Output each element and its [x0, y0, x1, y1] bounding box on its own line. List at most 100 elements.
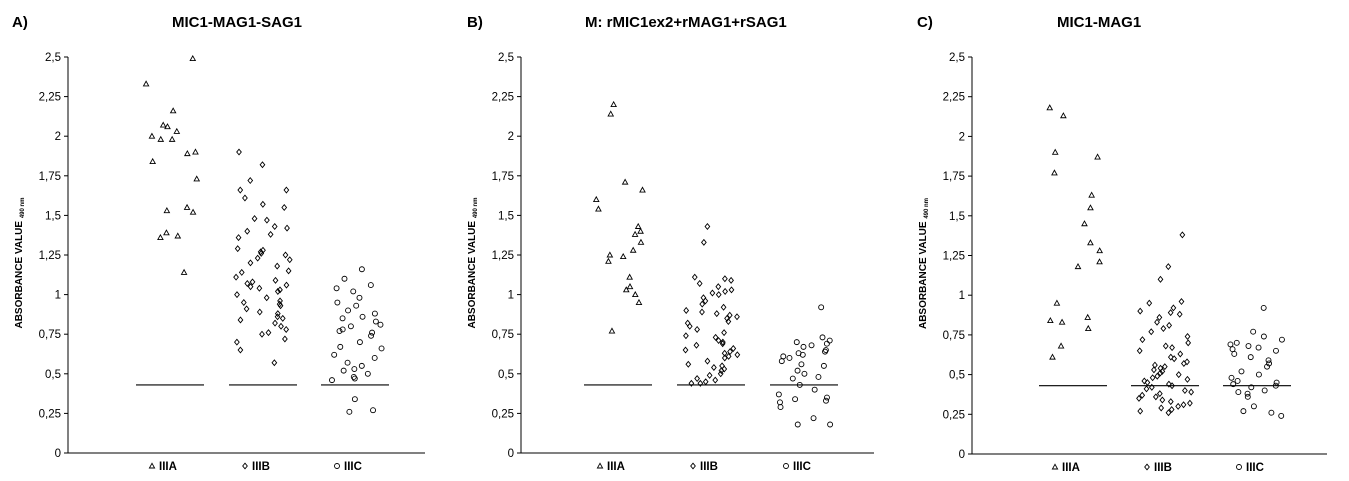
data-point-iiib	[234, 338, 240, 346]
data-point-iiib	[237, 186, 244, 194]
data-point-iiia	[163, 229, 170, 236]
data-point-iiib	[683, 332, 689, 340]
data-point-iiia	[635, 298, 643, 305]
y-tick-label: 0,25	[492, 408, 514, 420]
data-point-iiic	[1244, 393, 1251, 400]
legend-label-iiia: IIIA	[1062, 462, 1080, 474]
data-point-iiic	[1229, 346, 1236, 353]
data-point-iiic	[350, 288, 357, 295]
legend-marker-iiia	[1051, 463, 1059, 470]
data-point-iiib	[1148, 383, 1155, 391]
data-point-iiib	[1185, 339, 1192, 347]
data-point-iiia	[639, 186, 646, 193]
y-tick-label: 2,25	[39, 92, 61, 104]
data-point-iiib	[283, 325, 290, 333]
y-tick-label: 0,75	[492, 329, 514, 341]
data-point-iiic	[371, 310, 378, 317]
data-point-iiib	[254, 254, 261, 262]
data-point-iiia	[626, 283, 634, 290]
data-point-iiic	[377, 321, 384, 328]
y-tick-label: 1,75	[39, 171, 61, 183]
legend-label-iiib: IIIB	[700, 461, 718, 473]
data-point-iiib	[233, 273, 239, 281]
data-point-iiib	[699, 300, 706, 308]
data-point-iiic	[329, 377, 335, 384]
data-point-iiib	[688, 379, 695, 387]
y-tick-label: 0,25	[943, 409, 965, 421]
data-point-iiib	[1144, 379, 1151, 387]
data-point-iiia	[1081, 220, 1088, 227]
data-point-iiib	[1171, 355, 1178, 363]
y-tick-label: 1,25	[943, 251, 965, 263]
data-point-iiib	[1165, 409, 1172, 417]
data-point-iiib	[259, 161, 266, 169]
data-point-iiib	[1176, 310, 1183, 318]
data-point-iiic	[341, 275, 348, 282]
data-point-iiia	[607, 110, 615, 117]
data-point-iiic	[1278, 412, 1285, 419]
data-point-iiic	[356, 294, 363, 301]
data-point-iiic	[356, 339, 363, 346]
legend-label-iiic: IIIC	[1246, 462, 1264, 474]
data-point-iiib	[719, 340, 726, 348]
data-point-iiia	[1051, 148, 1059, 155]
y-tick-label: 2,5	[498, 52, 514, 64]
data-point-iiic	[344, 359, 351, 366]
data-point-iiic	[1247, 354, 1254, 361]
data-point-iiib	[244, 227, 251, 235]
data-point-iiib	[286, 256, 293, 264]
data-point-iiia	[183, 149, 191, 157]
data-point-iiic	[792, 396, 799, 403]
data-point-iiib	[249, 278, 256, 286]
chart-panel-a: A) MIC1-MAG1-SAG1 0 0,25 0,5 0,75 1 1,25 1,5 1,…	[0, 0, 450, 481]
data-point-iiic	[1238, 368, 1245, 375]
y-tick-label: 2	[55, 131, 61, 143]
data-point-iiib	[238, 268, 245, 276]
data-point-iiib	[1148, 328, 1155, 336]
data-point-iiia	[157, 233, 164, 241]
legend-label-iiia: IIIA	[159, 461, 177, 473]
data-point-iiic	[823, 340, 830, 347]
data-point-iiic	[808, 342, 815, 349]
data-point-iiic	[1261, 387, 1268, 394]
legend-marker-iiib	[242, 462, 248, 470]
data-point-iiib	[1170, 304, 1177, 312]
y-tick-label: 0,75	[39, 329, 61, 341]
data-point-iiic	[1234, 378, 1241, 384]
chart-panel-b: B) M: rMIC1ex2+rMAG1+rSAG1 0 0,25 0,5 0,75 1…	[455, 0, 905, 481]
data-point-iiia	[189, 54, 197, 62]
data-point-iiib	[1156, 313, 1163, 321]
data-point-iiib	[284, 224, 290, 232]
y-tick-label: 0,5	[45, 369, 61, 381]
chart-title: MIC1-MAG1-SAG1	[172, 14, 303, 31]
data-point-iiib	[726, 311, 733, 319]
y-axis-title-main: ABSORBANCE VALUE	[918, 219, 929, 329]
data-point-iiib	[278, 322, 284, 330]
data-point-iiic	[824, 394, 830, 401]
data-point-iiib	[277, 302, 284, 310]
data-point-iiia	[163, 207, 171, 214]
data-point-iiib	[1161, 363, 1168, 371]
y-tick-label: 0,25	[39, 408, 61, 420]
data-point-iiic	[811, 386, 818, 393]
data-point-iiic	[1273, 379, 1280, 386]
data-point-iiib	[699, 308, 705, 316]
data-point-iiic	[333, 285, 340, 292]
data-point-iiia	[159, 121, 167, 128]
y-tick-label: 1,5	[45, 210, 61, 222]
data-point-iiia	[193, 175, 201, 182]
data-point-iiic	[789, 375, 796, 382]
data-point-iiib	[1151, 366, 1157, 374]
data-point-iiib	[247, 259, 254, 267]
data-point-iiib	[1169, 382, 1175, 390]
data-point-iiib	[240, 299, 247, 307]
data-point-iiib	[720, 303, 727, 311]
scatter-plot-a: 0 0,25 0,5 0,75 1 1,25 1,5 1,75 2 2,25 2,5 ABSORBAN…	[14, 52, 425, 473]
y-tick-label: 0	[959, 449, 965, 461]
data-point-iiib	[271, 359, 278, 367]
data-point-iiib	[256, 284, 263, 292]
data-point-iiic	[337, 343, 344, 350]
data-point-iiic	[1235, 389, 1242, 396]
data-point-iiic	[336, 328, 343, 334]
data-point-iiic	[367, 282, 374, 289]
